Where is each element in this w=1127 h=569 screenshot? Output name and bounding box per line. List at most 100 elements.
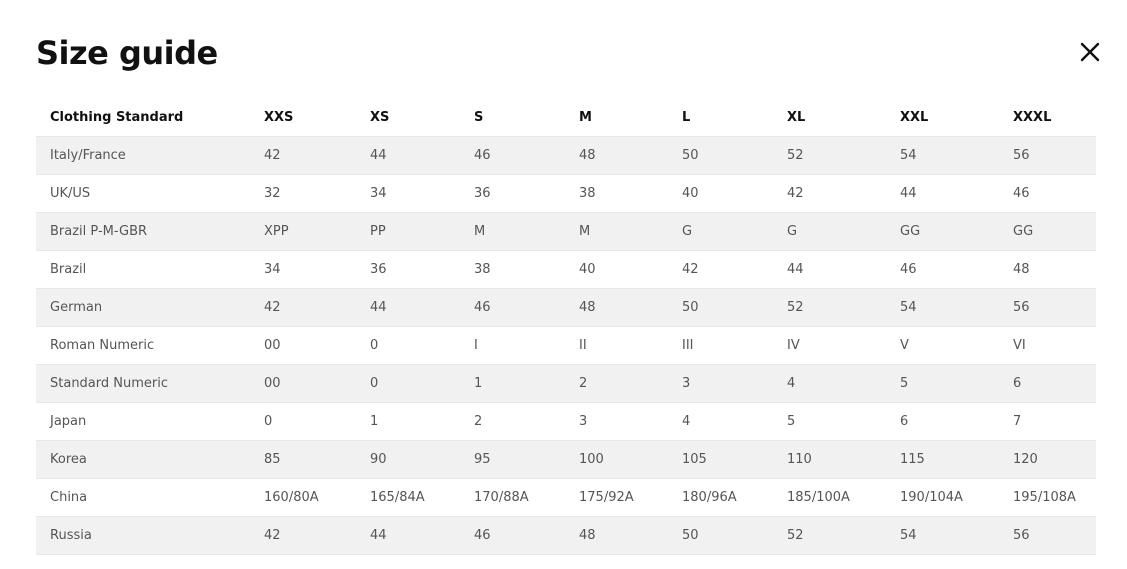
size-value-cell: 160/80A: [250, 478, 356, 517]
table-header-row: Clothing Standard XXS XS S M L XL XXL XXXL: [36, 99, 1096, 137]
size-value-cell: XPP: [250, 212, 356, 251]
size-value-cell: III: [668, 326, 773, 365]
size-value-cell: 4: [668, 402, 773, 441]
size-value-cell: 3: [565, 402, 668, 441]
standard-name-cell: Russia: [36, 516, 250, 555]
table-row: China 160/80A 165/84A 170/88A 175/92A 180/96A…: [36, 478, 1096, 517]
size-value-cell: 0: [250, 402, 356, 441]
size-value-cell: PP: [356, 212, 460, 251]
size-value-cell: 52: [773, 136, 886, 175]
size-value-cell: 52: [773, 288, 886, 327]
size-value-cell: 175/92A: [565, 478, 668, 517]
size-value-cell: 54: [886, 136, 999, 175]
size-value-cell: 44: [356, 288, 460, 327]
size-value-cell: 105: [668, 440, 773, 479]
table-row: Standard Numeric 00 0 1 2 3 4 5 6: [36, 364, 1096, 403]
size-value-cell: 50: [668, 516, 773, 555]
table-row: Brazil 34 36 38 40 42 44 46 48: [36, 250, 1096, 289]
size-value-cell: 44: [886, 174, 999, 213]
size-value-cell: GG: [999, 212, 1096, 251]
column-header-size: XL: [787, 110, 806, 125]
size-value-cell: 00: [250, 326, 356, 365]
table-row: Japan 0 1 2 3 4 5 6 7: [36, 402, 1096, 441]
standard-name-cell: Roman Numeric: [36, 326, 250, 365]
standard-name-cell: German: [36, 288, 250, 327]
size-value-cell: 165/84A: [356, 478, 460, 517]
size-value-cell: 90: [356, 440, 460, 479]
dialog-title: Size guide: [36, 34, 218, 72]
column-header-size: XS: [370, 110, 390, 125]
size-value-cell: 54: [886, 288, 999, 327]
close-button[interactable]: [1076, 38, 1104, 66]
size-value-cell: 48: [999, 250, 1096, 289]
size-value-cell: 3: [668, 364, 773, 403]
size-value-cell: 44: [356, 516, 460, 555]
size-value-cell: 2: [460, 402, 565, 441]
column-header-size: M: [579, 110, 592, 125]
standard-name-cell: Standard Numeric: [36, 364, 250, 403]
table-row: Brazil P-M-GBR XPP PP M M G G GG GG: [36, 212, 1096, 251]
size-value-cell: G: [668, 212, 773, 251]
size-value-cell: 185/100A: [773, 478, 886, 517]
table-row: Russia 42 44 46 48 50 52 54 56: [36, 516, 1096, 555]
size-value-cell: 46: [999, 174, 1096, 213]
column-header-size: L: [682, 110, 691, 125]
size-value-cell: G: [773, 212, 886, 251]
size-value-cell: 110: [773, 440, 886, 479]
size-value-cell: 00: [250, 364, 356, 403]
standard-name-cell: UK/US: [36, 174, 250, 213]
table-row: Roman Numeric 00 0 I II III IV V VI: [36, 326, 1096, 365]
column-header-size: S: [474, 110, 484, 125]
size-value-cell: 52: [773, 516, 886, 555]
table-row: Korea 85 90 95 100 105 110 115 120: [36, 440, 1096, 479]
standard-name-cell: Italy/France: [36, 136, 250, 175]
size-value-cell: 195/108A: [999, 478, 1096, 517]
size-value-cell: 42: [250, 136, 356, 175]
column-header-size: XXXL: [1013, 110, 1052, 125]
standard-name-cell: Korea: [36, 440, 250, 479]
size-value-cell: 54: [886, 516, 999, 555]
size-value-cell: 170/88A: [460, 478, 565, 517]
size-value-cell: 46: [460, 136, 565, 175]
column-header-size: XXL: [900, 110, 929, 125]
size-value-cell: 1: [460, 364, 565, 403]
size-value-cell: 190/104A: [886, 478, 999, 517]
size-value-cell: 42: [250, 516, 356, 555]
size-value-cell: 34: [356, 174, 460, 213]
size-value-cell: 115: [886, 440, 999, 479]
standard-name-cell: China: [36, 478, 250, 517]
column-header-size: XXS: [264, 110, 294, 125]
size-value-cell: 56: [999, 516, 1096, 555]
size-value-cell: 5: [886, 364, 999, 403]
size-value-cell: 44: [773, 250, 886, 289]
standard-name-cell: Japan: [36, 402, 250, 441]
size-value-cell: M: [460, 212, 565, 251]
size-value-cell: 50: [668, 136, 773, 175]
size-value-cell: 44: [356, 136, 460, 175]
size-value-cell: 34: [250, 250, 356, 289]
standard-name-cell: Brazil: [36, 250, 250, 289]
size-value-cell: 7: [999, 402, 1096, 441]
size-value-cell: 4: [773, 364, 886, 403]
size-value-cell: 48: [565, 516, 668, 555]
size-value-cell: 5: [773, 402, 886, 441]
size-value-cell: 42: [668, 250, 773, 289]
size-guide-table: Clothing Standard XXS XS S M L XL XXL XXXL Italy…: [36, 99, 1096, 555]
table-row: UK/US 32 34 36 38 40 42 44 46: [36, 174, 1096, 213]
table-row: German 42 44 46 48 50 52 54 56: [36, 288, 1096, 327]
size-value-cell: 38: [460, 250, 565, 289]
size-value-cell: 1: [356, 402, 460, 441]
table-row: Italy/France 42 44 46 48 50 52 54 56: [36, 136, 1096, 175]
size-value-cell: V: [886, 326, 999, 365]
size-value-cell: 6: [999, 364, 1096, 403]
column-header-standard: Clothing Standard: [50, 110, 184, 125]
size-value-cell: 0: [356, 364, 460, 403]
size-value-cell: M: [565, 212, 668, 251]
size-value-cell: I: [460, 326, 565, 365]
size-value-cell: 42: [250, 288, 356, 327]
size-value-cell: 46: [460, 288, 565, 327]
size-value-cell: 38: [565, 174, 668, 213]
size-value-cell: 180/96A: [668, 478, 773, 517]
size-value-cell: 0: [356, 326, 460, 365]
size-value-cell: 48: [565, 288, 668, 327]
